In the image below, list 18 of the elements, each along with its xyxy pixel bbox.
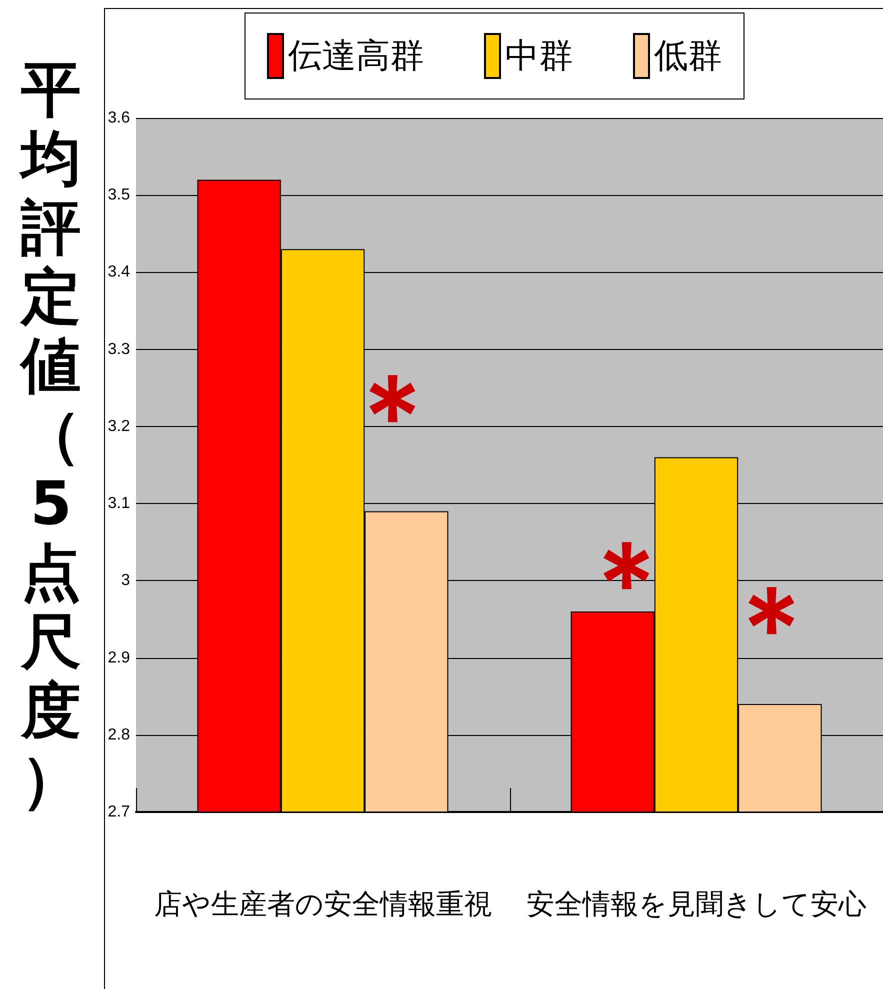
x-tick-label: 店や生産者の安全情報重視 [154,888,492,920]
legend-label: 低群 [654,36,722,76]
y-tick-label: 2.8 [108,726,130,744]
y-tick-label: 3 [121,572,130,590]
annotation: ＊ [341,351,445,473]
y-tick-label: 3.4 [108,264,130,281]
y-tick-label: 3.1 [108,495,130,512]
text: 平均評定値（5点尺度） [21,55,81,815]
y-tick-label: 3.6 [108,110,130,126]
annotation: ＊ [720,563,824,685]
y-tick-label: 2.9 [108,649,130,666]
y-tick-label: 3.2 [108,418,130,435]
y-tick-label: 3.3 [108,340,130,358]
y-tick-label: 2.7 [108,804,130,820]
x-tick-label: 安全情報を見聞きして安心 [526,888,866,920]
y-tick-label: 3.5 [108,186,130,204]
legend-label: 中群 [505,36,573,76]
legend-label: 伝達高群 [288,36,424,76]
